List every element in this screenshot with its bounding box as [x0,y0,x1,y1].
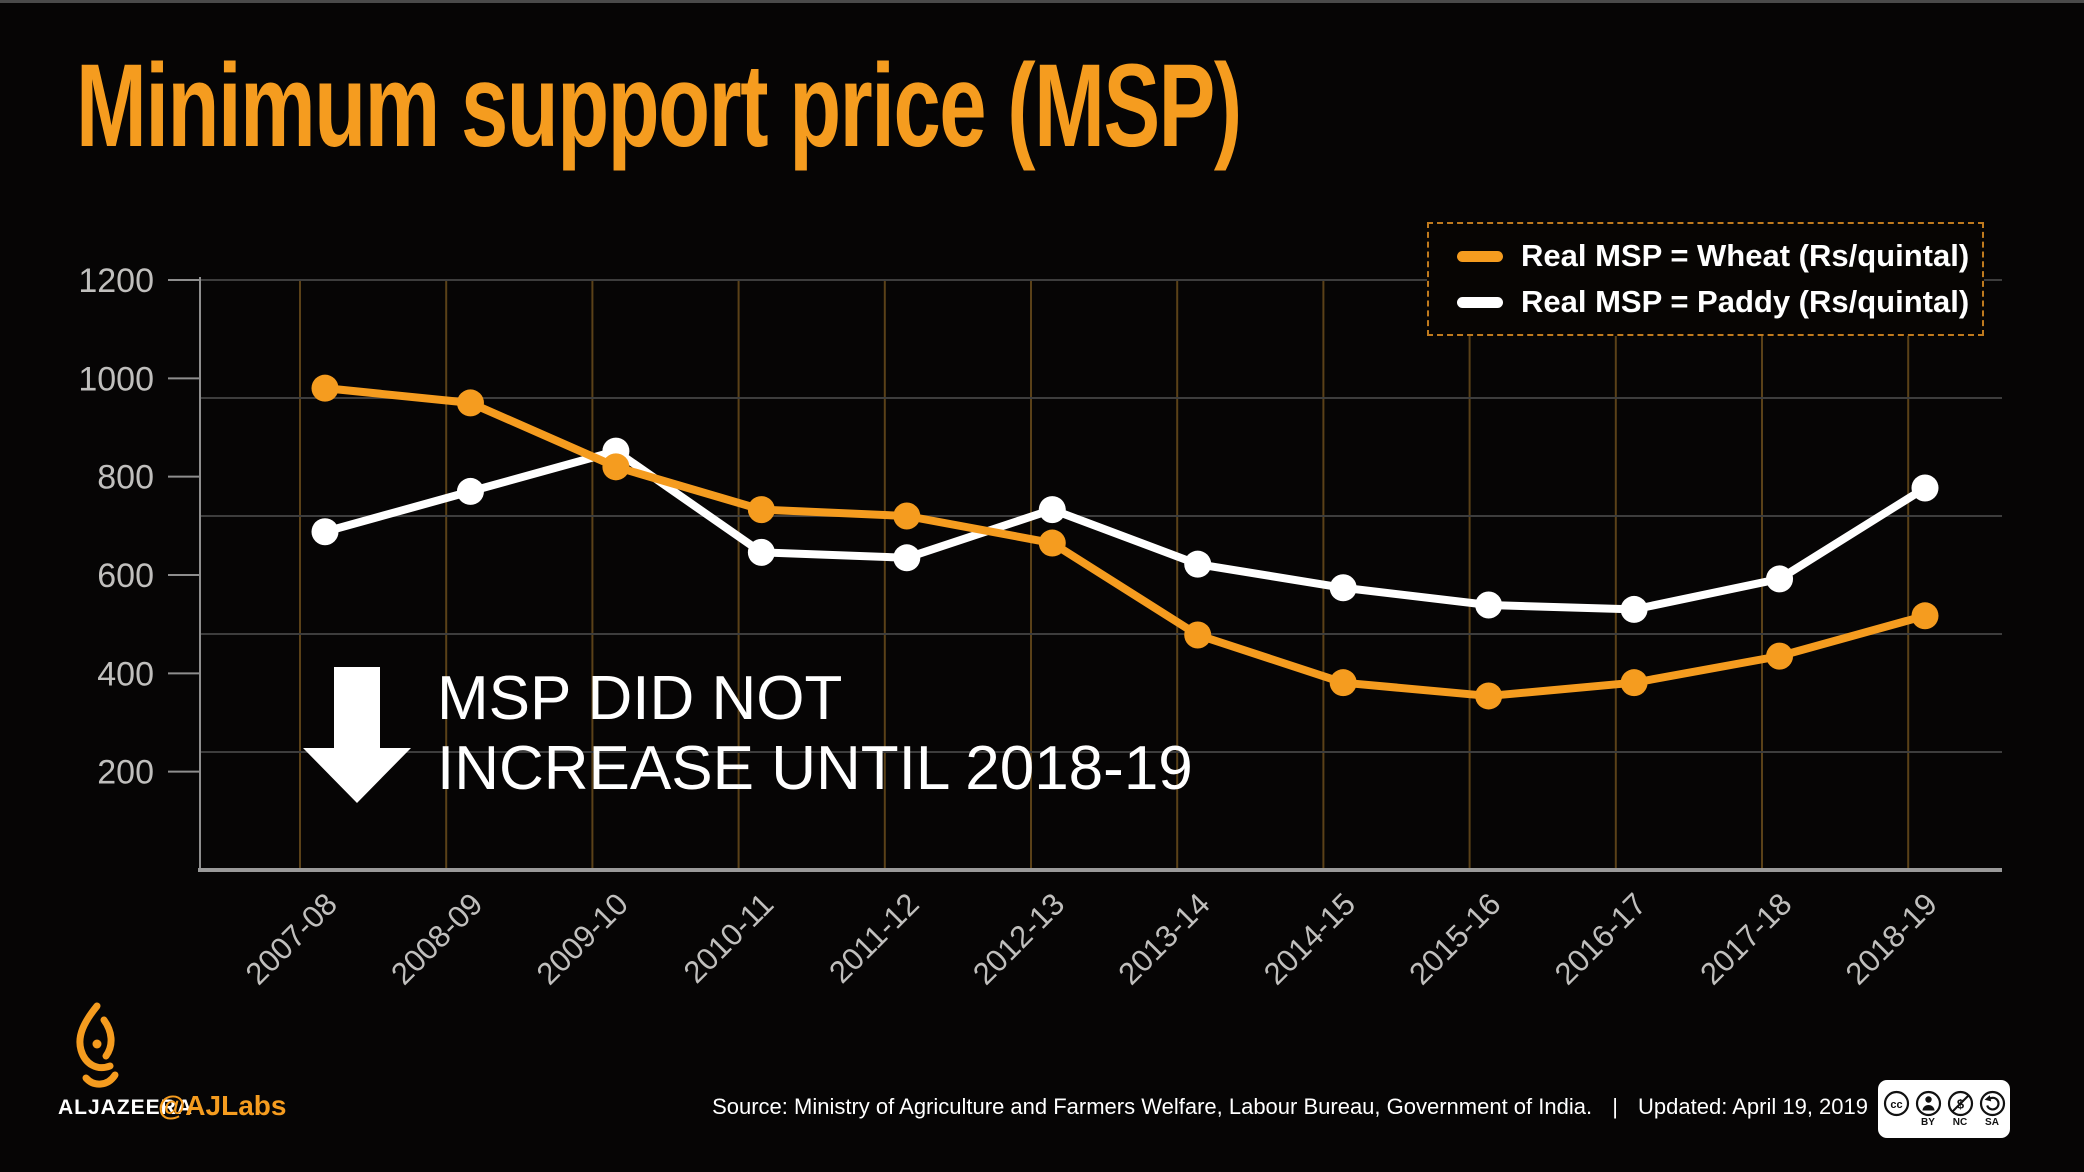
cc-license-badge: cc BY $ NC SA [1878,1080,2010,1138]
wheat-data-point [1911,602,1939,630]
x-tick-label: 2008-09 [384,886,489,991]
paddy-series-label: Real MSP = Paddy (Rs/quintal) [1521,284,1970,319]
x-tick-label: 2012-13 [966,886,1071,991]
brand-wordmark: ALJAZEERA [58,1096,194,1119]
paddy-data-point [747,538,775,566]
cc-label-by: BY [1921,1117,1935,1128]
x-tick-label: 2018-19 [1839,886,1944,991]
x-tick-label: 2010-11 [677,886,781,990]
logo-stroke-outer [76,1002,114,1072]
logo-dot [92,1039,102,1049]
logo-stroke-inner [100,1016,115,1060]
attribution-person-icon [1915,1090,1941,1117]
source-credit: Source: Ministry of Agriculture and Farm… [712,1094,1868,1120]
cc-col: cc [1883,1090,1910,1128]
paddy-data-point [1184,550,1212,578]
y-tick-label: 1200 [78,262,154,300]
share-alike-arrow-icon [1979,1090,2005,1117]
wheat-data-point [1329,669,1357,697]
wheat-data-point [602,453,630,481]
svg-text:cc: cc [1890,1099,1902,1111]
cc-col-by: BY [1915,1090,1942,1128]
x-tick-label: 2014-15 [1257,886,1362,991]
down-arrow-icon [303,667,411,803]
wheat-series-line [321,384,1929,700]
paddy-data-point [1329,574,1357,602]
paddy-data-point [1911,474,1939,502]
non-commercial-dollar-icon: $ [1947,1090,1973,1117]
y-tick-label: 200 [97,754,154,792]
x-tick-label: 2015-16 [1402,886,1507,991]
y-tick-label: 800 [97,459,154,497]
page-title: Minimum support price (MSP) [76,38,1694,174]
wheat-data-point [1038,529,1066,557]
paddy-data-point [893,544,921,572]
wheat-data-point [311,374,339,402]
source-separator: | [1612,1094,1618,1119]
source-text: Source: Ministry of Agriculture and Farm… [712,1094,1593,1119]
wheat-data-point [1620,669,1648,697]
x-tick-label: 2011-12 [822,886,926,990]
cc-col-nc: $ NC [1947,1090,1974,1128]
top-border [0,0,2084,3]
ajlabs-handle: @AJLabs [158,1090,287,1121]
annotation-line-2: INCREASE UNTIL 2018-19 [437,734,1193,803]
paddy-data-point [1475,591,1503,619]
paddy-data-point [1766,565,1794,593]
wheat-series-swatch [1457,250,1503,262]
wheat-data-point [456,389,484,417]
paddy-data-point [311,518,339,546]
x-tick-label: 2007-08 [239,886,344,991]
cc-icon: cc [1883,1090,1909,1117]
aljazeera-logo [76,1002,119,1088]
wheat-data-point [1184,621,1212,649]
annotation-line-1: MSP DID NOT [437,664,843,733]
logo-stroke-base [82,1071,119,1088]
wheat-data-point [747,496,775,524]
legend-item-paddy: Real MSP = Paddy (Rs/quintal) [1457,284,1982,320]
paddy-data-point [456,477,484,505]
updated-text: Updated: April 19, 2019 [1638,1094,1868,1119]
y-tick-label: 400 [97,655,154,693]
page-title-text: Minimum support price (MSP) [76,40,1242,172]
x-tick-label: 2017-18 [1693,886,1798,991]
wheat-data-point [893,502,921,530]
paddy-data-point [1038,496,1066,524]
paddy-series-swatch [1457,296,1503,308]
paddy-data-point [1620,595,1648,623]
y-tick-label: 600 [97,557,154,595]
annotation-callout: MSP DID NOT INCREASE UNTIL 2018-19 [437,664,1193,804]
wheat-data-point [1475,682,1503,710]
cc-label-nc: NC [1952,1117,1968,1128]
wheat-series-label: Real MSP = Wheat (Rs/quintal) [1521,238,1970,273]
wheat-data-point [1766,642,1794,670]
x-tick-label: 2016-17 [1548,886,1653,991]
y-tick-label: 1000 [78,360,154,398]
cc-col-sa: SA [1979,1090,2006,1128]
x-tick-label: 2013-14 [1111,886,1216,991]
x-tick-label: 2009-10 [530,886,635,991]
cc-label-sa: SA [1985,1117,1999,1128]
chart-legend: Real MSP = Wheat (Rs/quintal) Real MSP =… [1427,222,1984,336]
legend-item-wheat: Real MSP = Wheat (Rs/quintal) [1457,238,1982,274]
